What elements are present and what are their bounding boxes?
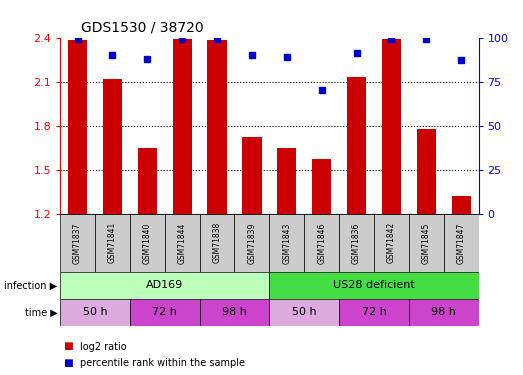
Bar (68, 40, 87, 214)
Text: 98 h: 98 h (222, 308, 247, 317)
Text: ■: ■ (63, 358, 73, 368)
Bar (60, 214, 95, 272)
Text: GSM71843: GSM71843 (282, 222, 291, 264)
Bar (165, 214, 200, 272)
Bar (95, 214, 130, 272)
Bar (277, 148, 297, 214)
Text: GSM71838: GSM71838 (212, 222, 222, 263)
Text: 72 h: 72 h (361, 308, 386, 317)
Bar (60, 299, 130, 326)
Bar (138, 148, 157, 214)
Text: GSM71836: GSM71836 (352, 222, 361, 264)
Bar (200, 299, 269, 326)
Bar (304, 214, 339, 272)
Bar (269, 299, 339, 326)
Bar (173, 39, 192, 214)
Text: GSM71847: GSM71847 (457, 222, 465, 264)
Bar (130, 214, 165, 272)
Text: GSM71837: GSM71837 (73, 222, 82, 264)
Text: GSM71846: GSM71846 (317, 222, 326, 264)
Text: log2 ratio: log2 ratio (80, 342, 127, 351)
Bar (130, 299, 200, 326)
Text: time ▶: time ▶ (25, 308, 58, 317)
Bar (444, 214, 479, 272)
Text: GSM71841: GSM71841 (108, 222, 117, 263)
Text: US28 deficient: US28 deficient (333, 280, 415, 290)
Text: GSM71840: GSM71840 (143, 222, 152, 264)
Bar (417, 129, 436, 214)
Text: infection ▶: infection ▶ (4, 280, 58, 290)
Text: 98 h: 98 h (431, 308, 456, 317)
Text: 72 h: 72 h (152, 308, 177, 317)
Text: 50 h: 50 h (292, 308, 316, 317)
Text: ■: ■ (63, 342, 73, 351)
Bar (242, 137, 262, 214)
Bar (339, 299, 409, 326)
Bar (347, 77, 366, 214)
Bar (374, 214, 409, 272)
Bar (200, 214, 234, 272)
Text: GDS1530 / 38720: GDS1530 / 38720 (81, 21, 203, 35)
Bar (234, 214, 269, 272)
Text: 50 h: 50 h (83, 308, 107, 317)
Bar (60, 272, 269, 299)
Text: AD169: AD169 (146, 280, 184, 290)
Bar (103, 79, 122, 214)
Bar (409, 299, 479, 326)
Text: GSM71839: GSM71839 (247, 222, 256, 264)
Text: GSM71842: GSM71842 (387, 222, 396, 263)
Bar (208, 40, 226, 214)
Bar (269, 272, 479, 299)
Bar (269, 214, 304, 272)
Bar (312, 159, 331, 214)
Text: GSM71845: GSM71845 (422, 222, 431, 264)
Bar (451, 196, 471, 214)
Bar (339, 214, 374, 272)
Text: percentile rank within the sample: percentile rank within the sample (80, 358, 245, 368)
Bar (409, 214, 444, 272)
Bar (382, 39, 401, 214)
Text: GSM71844: GSM71844 (178, 222, 187, 264)
